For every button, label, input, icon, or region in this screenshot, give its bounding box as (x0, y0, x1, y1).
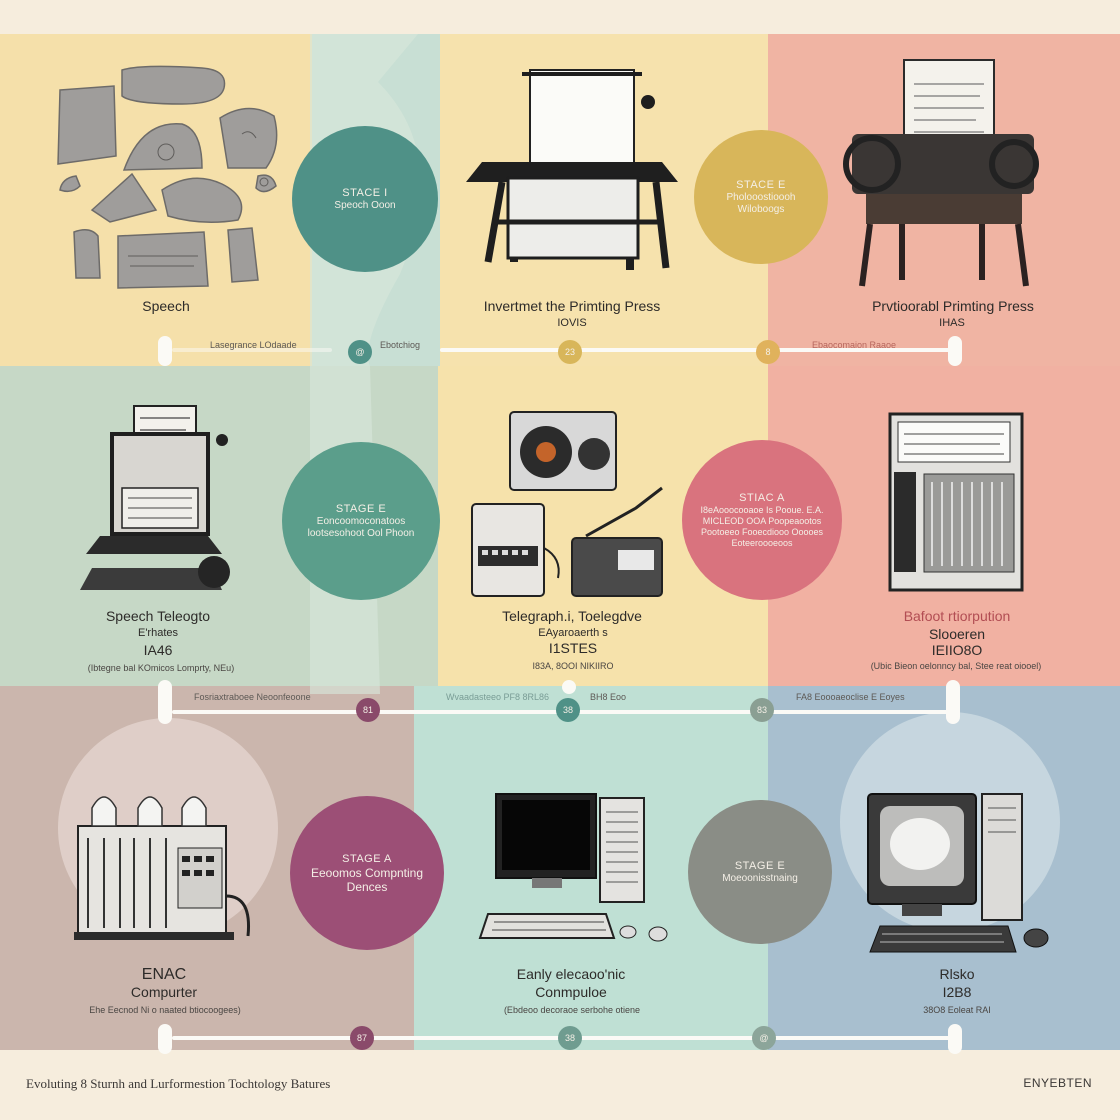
timeline2-marker (562, 680, 576, 694)
stage4-circle: STIAC A I8eAooocooaoe Is Pooue. E.A. MIC… (682, 440, 842, 600)
timeline2-label: FA8 Eoooaeoclise E Eoyes (796, 692, 905, 702)
stage2-circle: STACE E Pholooostioooh Wiloboogs (694, 130, 828, 264)
label-invent-printing-year: IOVIS (557, 317, 587, 329)
timeline2-node: 81 (356, 698, 380, 722)
label-early-electronic: Eanly elecaoo'nic (516, 966, 626, 982)
timeline1-node: 23 (558, 340, 582, 364)
stage3-title: STAGE E (335, 503, 387, 515)
label-speech-telegraph-sub: E'rhates (137, 627, 178, 639)
stage6-title: STAGE E (734, 860, 786, 872)
timeline2-label: Fosriaxtraboee Neoonfeoone (194, 692, 311, 702)
timeline2-start-cap (158, 680, 172, 724)
timeline1-track (440, 348, 950, 352)
timeline1-end-cap (948, 336, 962, 366)
label-mainframe: Bafoot rtiorpution (903, 608, 1011, 624)
label-speech-telegraph-year: IA46 (143, 642, 173, 658)
label-invent-printing-press: Invertmet the Primting Press (483, 298, 661, 314)
stage1-circle: STACE I Speoch Ooon (292, 126, 438, 272)
label-telegraph: Telegraph.i, Toelegdve (502, 608, 642, 624)
label-mainframe-year: IEIIO8O (931, 642, 983, 658)
footer-title: Evoluting 8 Sturnh and Lurformestion Toc… (26, 1076, 331, 1091)
timeline2-label: BH8 Eoo (590, 692, 627, 702)
label-speech-telegraph: Speech Teleogto (105, 608, 211, 624)
label-telegraph-note: I83A, 8OOI NIKIIRO (532, 661, 614, 671)
label-speech-telegraph-note: (Ibtegne bal KOmicos Lomprty, NEu) (87, 663, 235, 673)
timeline3-end-cap (948, 1024, 962, 1054)
stage4-subtitle: I8eAooocooaoe Is Pooue. E.A. MICLEOD OOA… (700, 505, 824, 548)
stage1-subtitle: Speoch Ooon (334, 200, 396, 211)
rotary-press-illustration (843, 59, 1039, 287)
footer-brand: ENYEBTEN (1023, 1076, 1092, 1090)
label-telegraph-year: I1STES (548, 640, 598, 656)
label-telegraph-sub: EAyaroaerth s (538, 627, 608, 639)
stage6-circle: STAGE E Moeoonisstnaing (688, 800, 832, 944)
typewriter-telegraph-illustration (80, 405, 230, 590)
printing-press-illustration (466, 69, 678, 270)
label-eniac-sub: Compurter (130, 984, 198, 1000)
mainframe-computer-illustration (888, 412, 1024, 592)
stage5-title: STAGE A (342, 853, 392, 865)
timeline1-node: 8 (756, 340, 780, 364)
stage3-subtitle: Eoncoomoconatoos lootsesohoot Ool Phoon (307, 516, 415, 539)
label-pc: Rlsko (939, 966, 975, 982)
stage6-subtitle: Moeoonisstnaing (722, 873, 798, 884)
stage2-subtitle: Pholooostioooh Wiloboogs (726, 192, 796, 215)
telegraph-devices-illustration (471, 411, 663, 597)
label-eniac-note: Ehe Eecnod Ni o naated btiocoogees) (89, 1005, 241, 1015)
footer-bar (0, 1050, 1120, 1120)
label-eniac: ENAC (141, 966, 187, 983)
timeline1-label: Lasegrance LOdaade (210, 340, 297, 350)
label-rotary-printing-year: IHAS (939, 317, 965, 329)
timeline3-node: 38 (558, 1026, 582, 1050)
timeline1-start-cap (158, 336, 172, 366)
timeline1-node: @ (348, 340, 372, 364)
timeline2-end-cap (946, 680, 960, 724)
stage4-title: STIAC A (739, 492, 785, 504)
top-border (0, 0, 1120, 34)
label-mainframe-sub: Slooeren (928, 626, 986, 642)
timeline2-node: 38 (556, 698, 580, 722)
stage5-subtitle: Eeoomos Compnting Dences (310, 866, 424, 894)
timeline3-node: 87 (350, 1026, 374, 1050)
personal-computer-illustration (867, 793, 1049, 953)
stage3-circle: STAGE E Eoncoomoconatoos lootsesohoot Oo… (282, 442, 440, 600)
timeline1-track (172, 348, 332, 352)
label-pc-year: I2B8 (942, 984, 972, 1000)
desktop-computer-illustration (478, 793, 668, 942)
label-pc-note: 38O8 Eoleat RAI (923, 1005, 991, 1015)
label-speech: Speech (142, 298, 190, 314)
timeline3-start-cap (158, 1024, 172, 1054)
label-early-electronic-note: (Ebdeoo decoraoe serbohe otiene (503, 1005, 641, 1015)
stage2-title: STACE E (736, 179, 786, 191)
stage1-title: STACE I (342, 187, 388, 199)
label-early-electronic-sub: Conmpuloe (535, 984, 607, 1000)
timeline1-label: Ebotchiog (380, 340, 421, 350)
timeline1-label: Ebaocomaion Raaoe (812, 340, 897, 350)
stone-tablets-illustration (57, 65, 278, 289)
stage5-circle: STAGE A Eeoomos Compnting Dences (290, 796, 444, 950)
label-mainframe-note: (Ubic Bieon oelonncy bal, Stee reat oioo… (870, 661, 1042, 671)
timeline2-label: Wvaadasteeo PF8 8RL86 (446, 692, 550, 702)
timeline3-node: @ (752, 1026, 776, 1050)
eniac-illustration (74, 796, 251, 940)
timeline2-node: 83 (750, 698, 774, 722)
label-rotary-printing-press: Prvtioorabl Primting Press (872, 298, 1034, 314)
